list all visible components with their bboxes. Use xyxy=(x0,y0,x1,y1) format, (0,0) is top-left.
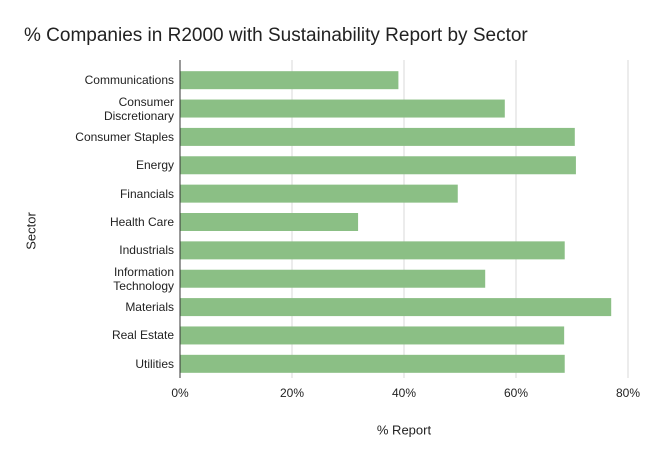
bar xyxy=(180,184,458,203)
y-tick-label: Industrials xyxy=(119,243,174,258)
bar xyxy=(180,213,359,231)
bar xyxy=(180,71,399,90)
y-tick-label: Information Technology xyxy=(113,264,174,293)
y-axis-title: Sector xyxy=(23,212,38,250)
bar xyxy=(180,127,575,146)
bar xyxy=(180,156,576,175)
bar xyxy=(180,326,565,345)
x-axis-title: % Report xyxy=(377,422,432,437)
y-tick-label: Health Care xyxy=(109,215,174,229)
y-tick-label: Utilities xyxy=(135,356,174,371)
chart-title: % Companies in R2000 with Sustainability… xyxy=(24,25,528,46)
y-tick-label: Communications xyxy=(84,73,174,88)
y-tick-label: Energy xyxy=(135,158,174,173)
y-tick-label: Financials xyxy=(119,186,174,201)
x-tick-label: 60% xyxy=(504,386,528,400)
y-tick-label: Real Estate xyxy=(111,328,174,343)
y-tick-label: Consumer Discretionary xyxy=(103,94,174,123)
y-tick-label: Materials xyxy=(125,300,174,315)
bar xyxy=(180,354,565,373)
x-tick-label: 40% xyxy=(392,386,416,400)
x-tick-label: 80% xyxy=(616,386,640,400)
bar xyxy=(180,298,612,317)
y-tick-label: Consumer Staples xyxy=(75,129,174,144)
bar xyxy=(180,241,565,260)
x-tick-label: 20% xyxy=(280,386,304,400)
bar xyxy=(180,99,505,118)
bar xyxy=(180,269,486,288)
x-tick-label: 0% xyxy=(171,386,189,400)
